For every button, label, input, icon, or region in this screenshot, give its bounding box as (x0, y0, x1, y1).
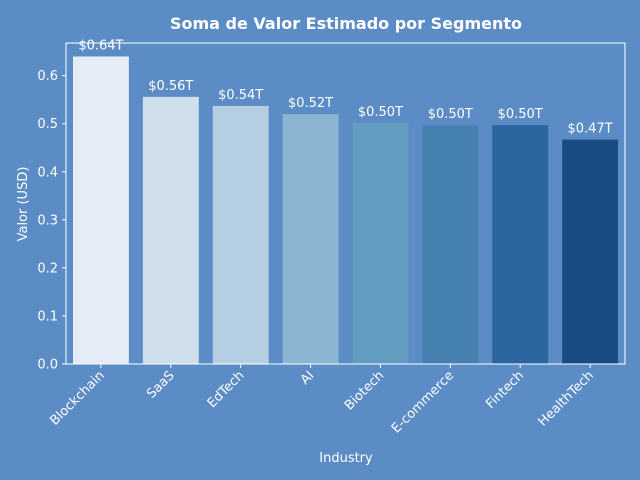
data-label: $0.50T (498, 107, 543, 122)
bar-biotech (352, 122, 409, 364)
bar-ai (282, 114, 339, 365)
y-tick-label: 0.2 (37, 261, 58, 276)
data-label: $0.50T (428, 107, 473, 122)
y-tick-label: 0.5 (37, 117, 58, 132)
bar-e-commerce (422, 125, 479, 365)
x-tick-label: AI (298, 368, 318, 388)
data-label: $0.64T (78, 38, 123, 53)
bar-saas (142, 96, 199, 364)
x-tick-label: E-commerce (389, 368, 457, 436)
bar-healthtech (562, 139, 619, 364)
data-label: $0.52T (288, 96, 333, 111)
x-tick-label: Fintech (483, 368, 527, 412)
x-tick-label: EdTech (205, 368, 248, 411)
plot-area: $0.64T Blockchain $0.56T SaaS $0.54T EdTech $0… (37, 38, 626, 436)
y-tick-label: 0.3 (37, 213, 58, 228)
x-tick-label: SaaS (144, 368, 178, 402)
x-tick-label: Blockchain (47, 368, 107, 428)
bar-blockchain (72, 56, 129, 365)
data-label: $0.50T (358, 105, 403, 120)
x-tick-label: HealthTech (536, 368, 597, 429)
data-label: $0.54T (218, 88, 263, 103)
data-label: $0.47T (567, 122, 612, 137)
axes-frame (65, 42, 626, 365)
y-tick-label: 0.0 (37, 358, 58, 373)
x-axis-label: Industry (319, 451, 373, 466)
y-tick-label: 0.1 (37, 309, 58, 324)
data-label: $0.56T (148, 79, 193, 94)
bar-edtech (212, 105, 269, 365)
y-tick-label: 0.4 (37, 165, 58, 180)
chart-title: Soma de Valor Estimado por Segmento (170, 14, 522, 33)
x-tick-label: Biotech (342, 368, 387, 413)
y-axis-label: Valor (USD) (16, 167, 31, 242)
bar-fintech (492, 125, 549, 365)
y-tick-label: 0.6 (37, 69, 58, 84)
